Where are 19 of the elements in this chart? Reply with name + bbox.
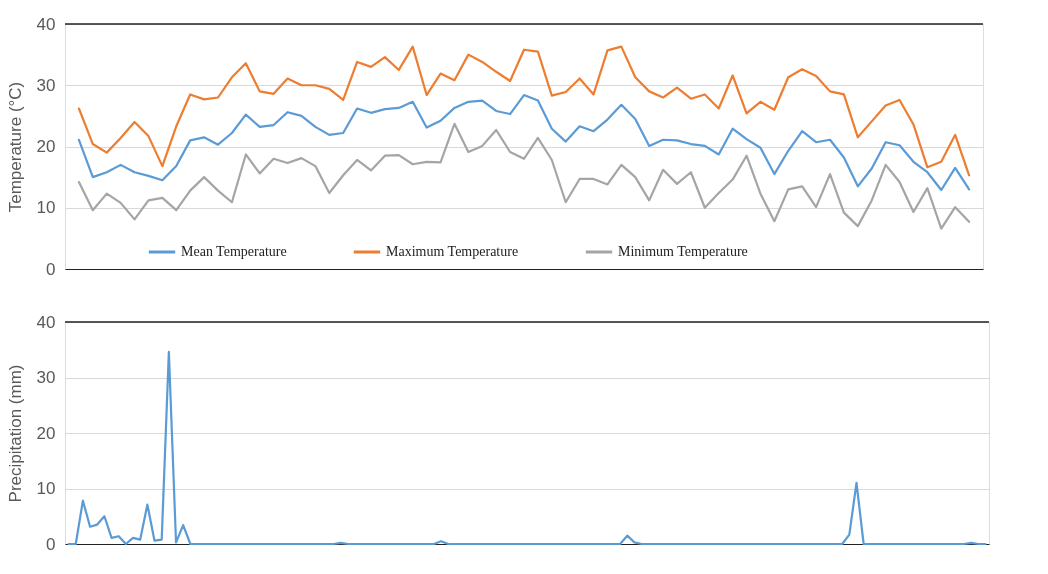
y-tick-label: 10: [36, 198, 56, 218]
y-tick-label: 0: [46, 534, 56, 554]
y-tick-label: 30: [36, 368, 56, 387]
legend-label: Minimum Temperature: [618, 244, 748, 259]
y-tick-label: 40: [36, 312, 56, 332]
y-axis-title: Temperature (°C): [5, 81, 25, 213]
legend-label: Maximum Temperature: [386, 244, 519, 259]
line-series: [77, 93, 971, 192]
line-series: [77, 45, 971, 177]
y-axis-title: Precipitation (mm): [5, 364, 25, 503]
line-series: [77, 122, 971, 230]
y-tick-label: 20: [36, 137, 56, 156]
y-tick-label: 10: [36, 479, 56, 498]
line-series: [67, 350, 987, 546]
y-tick-label: 20: [36, 423, 56, 443]
y-tick-label: 0: [46, 259, 56, 279]
y-tick-label: 40: [36, 14, 56, 34]
y-tick-label: 30: [36, 75, 56, 95]
legend-label: Mean Temperature: [181, 244, 287, 259]
